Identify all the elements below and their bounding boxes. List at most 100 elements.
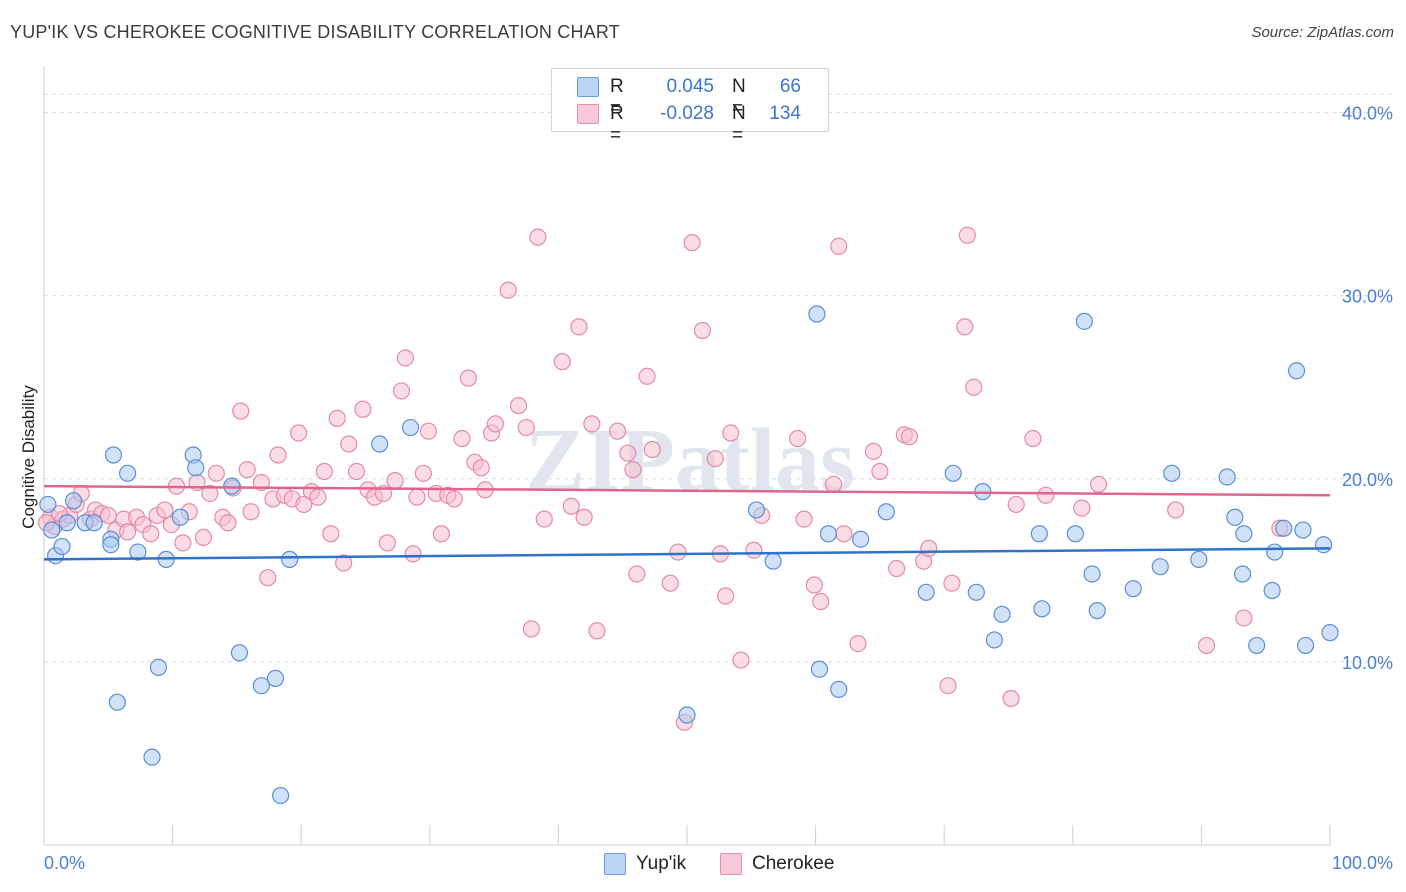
- yupik-point: [1088, 602, 1106, 620]
- yupik-point: [1030, 525, 1048, 543]
- bottom-legend-label-yupik: Yup'ik: [636, 853, 687, 874]
- cherokee-point: [900, 428, 919, 446]
- legend-n-label: N =: [732, 76, 746, 119]
- legend-r-label: R =: [610, 103, 624, 146]
- legend-r-label: R =: [610, 76, 624, 119]
- cherokee-point: [608, 422, 627, 440]
- cherokee-point: [242, 503, 260, 521]
- cherokee-point: [322, 525, 340, 543]
- tick-layer: 10.0% 20.0% 30.0% 40.0%: [1342, 104, 1393, 673]
- y-tick-label: 10.0%: [1342, 653, 1393, 673]
- yupik-point: [1033, 600, 1051, 618]
- x-tick-label-min: 0.0%: [44, 853, 85, 873]
- legend-r-value: -0.028: [660, 103, 714, 124]
- yupik-point: [1235, 525, 1253, 543]
- yupik-point: [1287, 362, 1306, 380]
- cherokee-point: [716, 587, 735, 605]
- yupik-point: [944, 464, 962, 482]
- cherokee-point: [562, 497, 580, 515]
- yupik-point: [1124, 580, 1142, 598]
- cherokee-point: [920, 539, 938, 557]
- cherokee-point: [732, 651, 750, 669]
- cherokee-point: [269, 446, 287, 464]
- cherokee-point: [835, 525, 853, 543]
- cherokee-point: [1167, 501, 1185, 519]
- cherokee-point: [486, 415, 504, 433]
- yupik-point: [967, 583, 985, 601]
- legend-swatch-yupik: [577, 77, 599, 97]
- cherokee-point: [864, 442, 883, 460]
- yupik-point: [143, 748, 161, 766]
- cherokee-point: [472, 459, 490, 477]
- y-axis-label: Cognitive Disability: [19, 385, 38, 529]
- cherokee-point: [825, 475, 843, 493]
- cherokee-point: [414, 464, 432, 482]
- cherokee-point: [156, 501, 174, 519]
- cherokee-point: [588, 622, 606, 640]
- cherokee-point: [956, 318, 974, 336]
- cherokee-point: [340, 435, 358, 453]
- cherokee-point: [795, 510, 813, 528]
- cherokee-point: [238, 461, 256, 479]
- cherokee-point: [583, 415, 601, 433]
- yupik-point: [1294, 521, 1312, 539]
- chart-title: YUP'IK VS CHEROKEE COGNITIVE DISABILITY …: [10, 22, 620, 42]
- yupik-point: [1083, 565, 1101, 583]
- yupik-point: [281, 550, 299, 568]
- yupik-point: [252, 677, 270, 695]
- cherokee-point: [499, 281, 517, 299]
- cherokee-point: [965, 378, 983, 396]
- cherokee-point: [628, 565, 646, 583]
- cherokee-point: [509, 396, 528, 415]
- cherokee-point: [315, 462, 333, 481]
- cherokee-point: [1089, 475, 1108, 493]
- trend-layer: [43, 484, 1331, 561]
- cherokee-point: [194, 528, 213, 547]
- yupik-point: [371, 435, 389, 453]
- cherokee-point: [347, 462, 366, 481]
- yupik-point: [58, 514, 76, 532]
- yupik-point: [678, 706, 696, 724]
- cherokee-point: [328, 409, 346, 427]
- yupik-point: [747, 501, 766, 519]
- cherokee-point: [142, 525, 160, 543]
- yupik-point: [810, 660, 829, 678]
- yupik-point: [129, 543, 147, 561]
- yupik-point: [819, 525, 838, 543]
- yupik-point: [1275, 519, 1293, 537]
- yupik-point: [266, 669, 285, 687]
- yupik-point: [1066, 525, 1084, 543]
- yupik-point: [149, 658, 168, 676]
- cherokee-point: [943, 574, 961, 592]
- cherokee-point: [419, 422, 438, 440]
- cherokee-point: [522, 620, 540, 638]
- cherokee-point: [118, 523, 137, 541]
- yupik-point: [53, 537, 71, 556]
- yupik-point: [230, 644, 249, 662]
- yupik-point: [1151, 558, 1169, 576]
- cherokee-point: [290, 424, 308, 442]
- cherokee-point: [295, 495, 313, 514]
- cherokee-point: [378, 534, 396, 552]
- yupik-point: [108, 693, 126, 711]
- yupik-point: [830, 680, 848, 698]
- bottom-legend-label-cherokee: Cherokee: [752, 853, 835, 874]
- yupik-trend-line: [43, 547, 1331, 561]
- cherokee-point: [788, 429, 807, 448]
- cherokee-point: [830, 237, 848, 255]
- legend-n-label: N =: [732, 103, 746, 146]
- cherokee-point: [638, 367, 656, 385]
- cherokee-point: [459, 369, 477, 387]
- cherokee-point: [722, 424, 740, 442]
- yupik-point: [1075, 312, 1093, 330]
- yupik-point: [1163, 464, 1181, 482]
- yupik-point: [43, 521, 61, 539]
- cherokee-point: [99, 506, 117, 525]
- legend-n-value: 134: [769, 103, 801, 124]
- cherokee-point: [335, 554, 353, 572]
- yupik-point: [852, 530, 870, 548]
- yupik-point: [1248, 636, 1266, 655]
- cherokee-point: [888, 559, 906, 578]
- yupik-point: [993, 605, 1011, 623]
